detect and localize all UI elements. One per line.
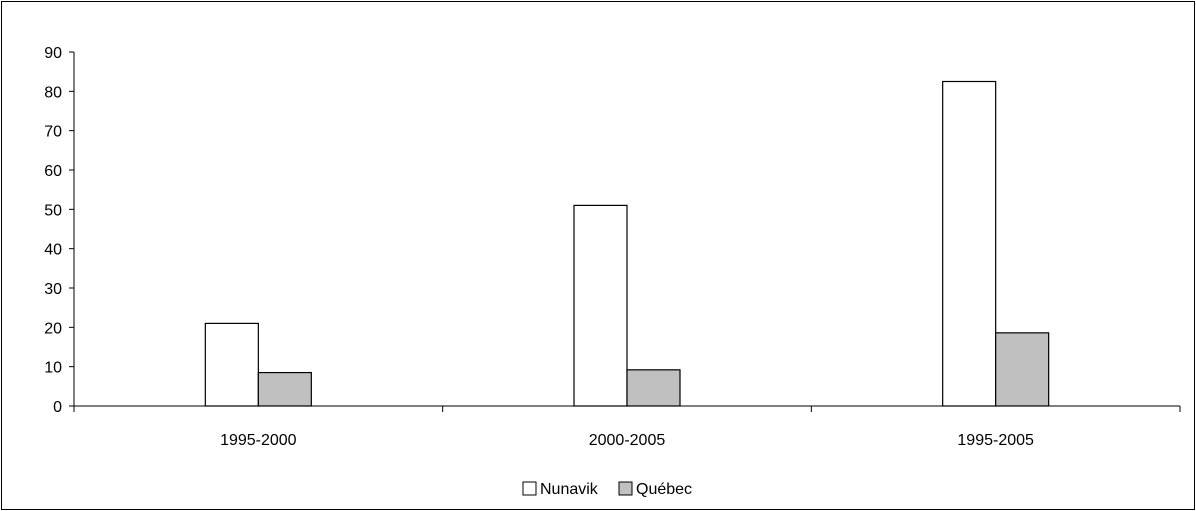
labels: 0 10 20 30 40 50 60 70 80 90 1995-2000 2000-2005 199… [44, 45, 1034, 449]
y-tick-label: 80 [44, 84, 62, 101]
y-tick-label: 90 [44, 45, 62, 62]
y-tick-label: 30 [44, 281, 62, 298]
legend-swatch [619, 482, 632, 495]
bar-qu-bec-0 [258, 373, 311, 406]
legend-item-nunavik: Nunavik [523, 481, 599, 498]
legend-item-qu-bec: Québec [619, 481, 692, 498]
x-category-label: 1995-2005 [957, 432, 1034, 449]
y-tick-label: 20 [44, 320, 62, 337]
legend-label: Québec [636, 481, 692, 498]
bar-nunavik-2 [943, 82, 996, 407]
legend-swatch [523, 482, 536, 495]
legend: Nunavik Québec [523, 481, 692, 498]
y-tick-label: 60 [44, 163, 62, 180]
legend-label: Nunavik [540, 481, 599, 498]
bar-nunavik-1 [574, 205, 627, 406]
y-tick-label: 40 [44, 242, 62, 259]
bars [205, 82, 1048, 407]
x-category-label: 1995-2000 [220, 432, 297, 449]
x-category-label: 2000-2005 [589, 432, 666, 449]
y-tick-label: 50 [44, 202, 62, 219]
bar-qu-bec-2 [996, 333, 1049, 406]
bar-nunavik-0 [205, 323, 258, 406]
y-tick-label: 0 [53, 399, 62, 416]
y-tick-label: 10 [44, 360, 62, 377]
y-tick-label: 70 [44, 124, 62, 141]
bar-qu-bec-1 [627, 370, 680, 406]
